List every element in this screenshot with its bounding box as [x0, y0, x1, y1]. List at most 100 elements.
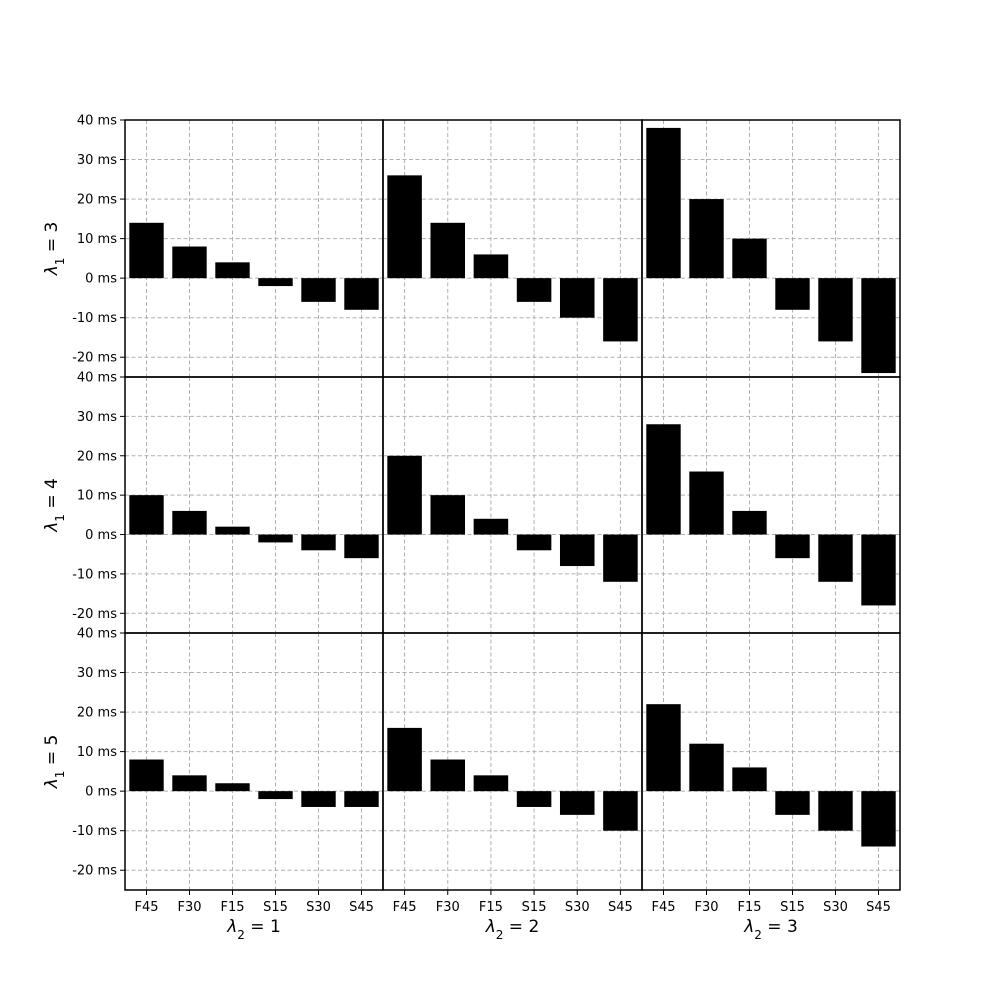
bar-s15: [258, 791, 293, 800]
x-tick-label: S45: [349, 900, 374, 915]
bar-s30: [559, 278, 595, 318]
x-tick-label: S15: [263, 900, 288, 915]
bar-f45: [646, 424, 681, 535]
y-tick-label: 30 ms: [77, 666, 117, 681]
y-tick-label: 10 ms: [77, 745, 117, 760]
bar-s15: [775, 278, 810, 310]
x-tick-label: S30: [306, 900, 331, 915]
subplot-r2-c3: [641, 376, 901, 634]
y-tick-label: 0 ms: [85, 272, 117, 287]
bar-s30: [818, 791, 853, 831]
bar-f45: [387, 727, 422, 792]
bar-f15: [732, 767, 767, 792]
axis-labels: λ2 = 1 λ2 = 2 λ2 = 3 λ1 = 3 λ1 = 4 λ1 = 5: [42, 222, 798, 942]
x-tick-label: S15: [780, 900, 805, 915]
bar-s45: [861, 278, 896, 374]
bar-f15: [215, 262, 250, 279]
bar-s45: [344, 278, 379, 310]
bar-s45: [861, 534, 896, 606]
x-tick-label: F45: [393, 900, 417, 915]
x-tick-label: F30: [177, 900, 201, 915]
y-tick-label: 20 ms: [77, 706, 117, 721]
bar-f45: [387, 175, 422, 279]
bar-s15: [516, 791, 552, 807]
x-tick-label: F30: [694, 900, 718, 915]
y-tick-label: 40 ms: [77, 627, 117, 642]
bar-f15: [473, 254, 509, 279]
x-tick-label: S45: [866, 900, 891, 915]
subplot-r2-c1: -20 ms -10 ms 0 ms 10 ms 20 ms 30 ms 40 ms: [72, 371, 384, 634]
subplot-frame: [641, 632, 901, 891]
bar-f30: [689, 743, 724, 792]
bar-f15: [473, 518, 509, 535]
bar-f30: [430, 222, 466, 279]
bar-f45: [129, 222, 164, 279]
y-tick-label: 10 ms: [77, 232, 117, 247]
bar-f45: [646, 127, 681, 279]
bar-s15: [775, 791, 810, 815]
bar-s30: [559, 534, 595, 567]
row-label-lambda1-5: λ1 = 5: [42, 735, 67, 790]
y-tick-label: 0 ms: [85, 528, 117, 543]
x-tick-label: F45: [134, 900, 158, 915]
bar-s30: [559, 791, 595, 815]
bar-f30: [430, 495, 466, 535]
bar-s15: [258, 534, 293, 543]
x-tick-label: F30: [436, 900, 460, 915]
y-tick-label: 40 ms: [77, 371, 117, 386]
x-tick-label: S30: [565, 900, 590, 915]
y-tick-label: -10 ms: [72, 311, 117, 326]
y-tick-label: 20 ms: [77, 193, 117, 208]
y-tick-label: 30 ms: [77, 410, 117, 425]
subplot-r1-c2: [382, 119, 643, 378]
bar-f30: [689, 471, 724, 535]
bar-s30: [301, 278, 336, 302]
col-label-lambda2-2: λ2 = 2: [485, 917, 540, 942]
bar-f15: [732, 238, 767, 279]
bar-s15: [516, 534, 552, 551]
x-tick-label: S15: [522, 900, 547, 915]
col-label-lambda2-1: λ2 = 1: [226, 917, 281, 942]
subplot-r2-c2: [382, 376, 643, 634]
bar-s15: [775, 534, 810, 559]
col-label-lambda2-3: λ2 = 3: [743, 917, 798, 942]
x-tick-label: F45: [651, 900, 675, 915]
subplot-r3-c2: F45 F30 F15 S15 S30 S45: [382, 632, 643, 915]
y-tick-label: -10 ms: [72, 567, 117, 582]
bar-f15: [473, 775, 509, 792]
x-tick-label: S30: [823, 900, 848, 915]
y-tick-label: -20 ms: [72, 607, 117, 622]
bar-f15: [215, 526, 250, 535]
bar-s15: [516, 278, 552, 302]
bar-s45: [603, 278, 638, 342]
bar-f45: [129, 759, 164, 792]
bar-s45: [344, 791, 379, 807]
y-tick-label: -20 ms: [72, 864, 117, 879]
bar-s30: [301, 791, 336, 807]
row-label-lambda1-3: λ1 = 3: [42, 222, 67, 277]
y-tick-label: 40 ms: [77, 114, 117, 129]
bar-f30: [172, 246, 207, 279]
bar-f30: [172, 510, 207, 535]
bar-f15: [215, 783, 250, 792]
bar-s30: [818, 278, 853, 342]
bar-s30: [301, 534, 336, 551]
bar-f45: [129, 495, 164, 535]
subplot-r1-c3: [641, 119, 901, 378]
x-tick-label: F15: [737, 900, 761, 915]
bar-s30: [818, 534, 853, 582]
y-tick-label: -20 ms: [72, 351, 117, 366]
bar-f15: [732, 510, 767, 535]
bar-f45: [387, 455, 422, 535]
bar-f30: [172, 775, 207, 792]
subplot-r3-c1: -20 ms -10 ms 0 ms 10 ms 20 ms 30 ms 40 ms F45 F…: [72, 627, 384, 915]
y-tick-label: 30 ms: [77, 153, 117, 168]
bar-f30: [689, 199, 724, 279]
bar-s45: [603, 791, 638, 831]
x-tick-label: F15: [479, 900, 503, 915]
y-tick-label: 10 ms: [77, 489, 117, 504]
y-tick-label: 20 ms: [77, 449, 117, 464]
bar-f30: [430, 759, 466, 792]
